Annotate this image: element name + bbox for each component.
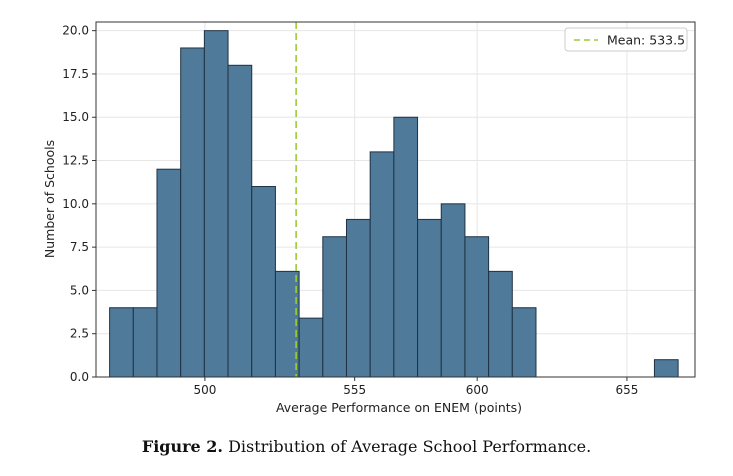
histogram-bars	[109, 30, 679, 378]
figure-caption: Figure 2. Distribution of Average School…	[0, 437, 733, 456]
histogram-bar	[180, 47, 205, 378]
histogram-bar	[322, 236, 347, 378]
histogram-bar	[251, 186, 276, 378]
y-tick-label: 15.0	[62, 110, 89, 124]
x-tick-label: 600	[466, 383, 489, 397]
y-tick-label: 10.0	[62, 197, 89, 211]
y-tick-label: 0.0	[70, 370, 89, 384]
histogram-bar	[156, 168, 182, 378]
figure-caption-label: Figure 2.	[141, 437, 223, 456]
x-axis-ticks: 500 555 600 655	[193, 377, 638, 397]
histogram-bar	[109, 307, 134, 378]
histogram-bar	[298, 317, 324, 378]
legend-box	[564, 27, 688, 52]
histogram-bar	[417, 218, 442, 378]
y-tick-label: 12.5	[62, 154, 89, 168]
y-tick-label: 20.0	[62, 24, 89, 38]
histogram-chart: 500 555 600 655 0.0 2.5 5.0 7.5 10.0 12.5 15.0 17.…	[42, 21, 696, 415]
histogram-bar	[132, 307, 158, 378]
figure-caption-text: Distribution of Average School Performan…	[228, 437, 592, 456]
histogram-bar	[511, 307, 537, 378]
legend: Mean: 533.5	[564, 27, 688, 52]
histogram-bar	[227, 64, 253, 378]
histogram-bar	[464, 236, 490, 378]
x-tick-label: 555	[343, 383, 366, 397]
y-axis-ticks: 0.0 2.5 5.0 7.5 10.0 12.5 15.0 17.5 20.0	[62, 24, 96, 384]
y-tick-label: 17.5	[62, 67, 89, 81]
histogram-bar	[440, 203, 466, 378]
y-tick-label: 2.5	[70, 327, 89, 341]
x-tick-label: 655	[615, 383, 638, 397]
histogram-bar	[488, 270, 513, 378]
histogram-bar	[345, 218, 371, 378]
histogram-bar	[203, 30, 229, 378]
histogram-bar	[369, 151, 395, 378]
plot-frame	[95, 21, 696, 378]
y-axis-label: Number of Schools	[42, 140, 57, 258]
histogram-bar	[393, 116, 419, 378]
x-axis-label: Average Performance on ENEM (points)	[276, 400, 522, 415]
x-tick-label: 500	[193, 383, 216, 397]
histogram-bar	[653, 359, 679, 378]
y-tick-label: 7.5	[70, 240, 89, 254]
legend-entry-mean: Mean: 533.5	[607, 33, 685, 48]
y-tick-label: 5.0	[70, 283, 89, 297]
